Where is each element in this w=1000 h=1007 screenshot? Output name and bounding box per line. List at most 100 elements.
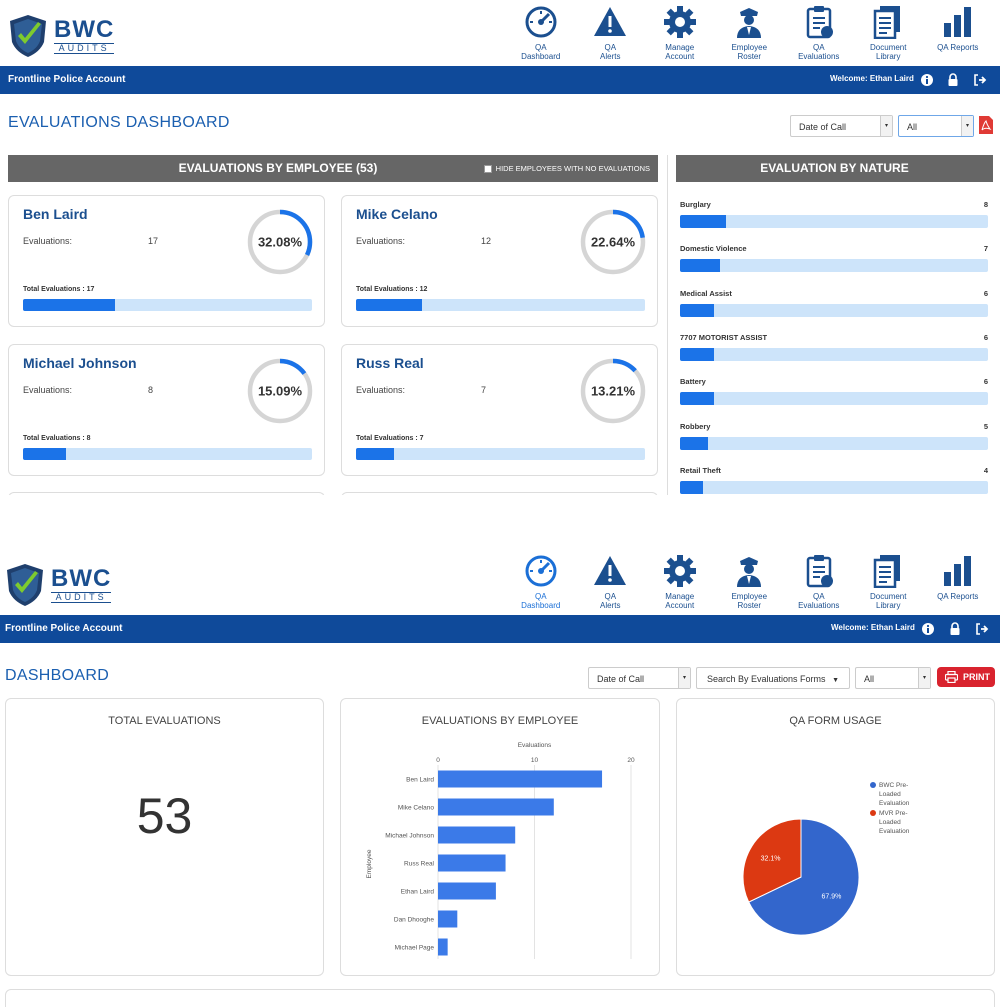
pie-slice-label: 67.9% [821, 894, 841, 901]
brand-name: BWC [51, 565, 112, 592]
nav-warning[interactable]: QA Alerts [576, 554, 646, 610]
nature-item[interactable]: 7707 MOTORIST ASSIST 6 [680, 333, 988, 361]
brand-logo[interactable]: BWC AUDITS [8, 14, 115, 58]
nav-gear[interactable]: Manage Account [645, 5, 715, 61]
employee-card-partial [341, 492, 658, 495]
employee-name[interactable]: Mike Celano [356, 206, 438, 222]
pie-slice-mvr[interactable] [742, 818, 802, 903]
bar-michael-page[interactable] [438, 938, 448, 956]
lock-icon[interactable] [948, 622, 962, 636]
ring-progress [580, 358, 646, 424]
nature-item[interactable]: Domestic Violence 7 [680, 244, 988, 273]
welcome-text: Welcome: Ethan Laird [830, 74, 914, 83]
search-forms-label: Search By Evaluations Forms [707, 674, 826, 684]
bar-dan-dhooghe[interactable] [438, 910, 458, 928]
hide-empty-employees-checkbox[interactable]: HIDE EMPLOYEES WITH NO EVALUATIONS [483, 155, 650, 182]
nav-label-line1: Manage [665, 592, 695, 601]
y-tick-label: Michael Johnson [385, 833, 434, 840]
employee-card[interactable]: Ben Laird Evaluations: 17 Total Evaluations… [8, 195, 325, 327]
info-icon[interactable] [921, 622, 935, 636]
date-of-call-select[interactable]: Date of Call ▾ [790, 115, 893, 137]
account-bar: Frontline Police Account Welcome: Ethan … [0, 66, 1000, 94]
gear-icon [663, 555, 696, 587]
nav-label-line1: QA [812, 43, 825, 52]
evaluations-progress-track [23, 299, 312, 311]
date-of-call-select[interactable]: Date of Call ▾ [588, 667, 691, 689]
legend-label: Evaluation [879, 800, 910, 807]
caret-down-icon: ▼ [832, 677, 839, 684]
brand-logo[interactable]: BWC AUDITS [5, 563, 112, 607]
pdf-export-icon[interactable] [978, 115, 994, 135]
speedometer-icon [525, 555, 557, 587]
nav-label-line2: Alerts [600, 601, 621, 610]
nav-bar-chart[interactable]: QA Reports [923, 554, 993, 610]
nav-clipboard[interactable]: QA Evaluations [784, 5, 854, 61]
nature-label: Burglary [680, 200, 711, 209]
employee-name[interactable]: Michael Johnson [23, 355, 137, 371]
bar-russ-real[interactable] [438, 854, 506, 872]
employee-card[interactable]: Mike Celano Evaluations: 12 Total Evaluatio… [341, 195, 658, 327]
bar-mike-celano[interactable] [438, 798, 554, 816]
print-label: PRINT [963, 672, 990, 682]
nature-item[interactable]: Battery 6 [680, 377, 988, 406]
lock-icon[interactable] [946, 73, 960, 87]
nav-clipboard[interactable]: QA Evaluations [784, 554, 854, 610]
all-select[interactable]: All ▾ [855, 667, 931, 689]
search-forms-dropdown[interactable]: Search By Evaluations Forms ▼ [696, 667, 850, 689]
nature-count: 6 [983, 288, 988, 298]
nav-documents[interactable]: Document Library [854, 5, 924, 61]
print-button[interactable]: PRINT [937, 667, 995, 687]
nav-speedometer[interactable]: QA Dashboard [506, 554, 576, 610]
x-tick-label: 10 [531, 757, 539, 764]
nav-label-line2: Alerts [600, 52, 621, 61]
logout-icon[interactable] [973, 73, 987, 87]
all-select[interactable]: All ▾ [898, 115, 974, 137]
nav-label-line1: Employee [731, 43, 768, 52]
nav-gear[interactable]: Manage Account [645, 554, 715, 610]
nav-label-line1: Document [870, 592, 907, 601]
bottom-card-partial [5, 989, 995, 1007]
employee-card[interactable]: Michael Johnson Evaluations: 8 Total Evalua… [8, 344, 325, 476]
nav-documents[interactable]: Document Library [854, 554, 924, 610]
nature-item[interactable]: Robbery 5 [680, 422, 988, 450]
employee-name[interactable]: Ben Laird [23, 206, 88, 222]
nav-label-line1: QA [812, 592, 825, 601]
percent-ring: 22.64% [580, 209, 646, 275]
evaluations-label: Evaluations: [23, 385, 73, 395]
total-evaluations-card: TOTAL EVALUATIONS 53 [5, 698, 324, 976]
nature-count: 6 [983, 377, 988, 387]
logout-icon[interactable] [975, 622, 989, 636]
legend-label: Loaded [879, 819, 901, 826]
nav-officer[interactable]: Employee Roster [715, 5, 785, 61]
bar-ethan-laird[interactable] [438, 882, 496, 900]
nature-progress-track [680, 215, 988, 228]
nav-officer[interactable]: Employee Roster [715, 554, 785, 610]
nav-label-line1: Document [870, 43, 907, 52]
checkbox-box[interactable] [483, 164, 492, 173]
total-evaluations-label: Total Evaluations : 8 [23, 435, 91, 442]
clipboard-icon [806, 6, 833, 39]
employee-card[interactable]: Russ Real Evaluations: 7 Total Evaluations … [341, 344, 658, 476]
info-icon[interactable] [920, 73, 934, 87]
gear-icon [663, 6, 696, 38]
percent-ring: 13.21% [580, 358, 646, 424]
nature-item[interactable]: Medical Assist 6 [680, 289, 988, 317]
nature-count: 7 [983, 244, 988, 254]
percent-text: 13.21% [591, 384, 636, 399]
speedometer-icon [525, 6, 557, 38]
evaluations-by-employee-title: EVALUATIONS BY EMPLOYEE (53) [178, 161, 378, 175]
total-evaluations-label: Total Evaluations : 12 [356, 286, 428, 293]
nature-progress-fill [680, 347, 714, 361]
evaluations-label: Evaluations: [356, 236, 406, 246]
evaluations-progress-fill [23, 299, 116, 311]
nav-bar-chart[interactable]: QA Reports [923, 5, 993, 61]
bar-ben-laird[interactable] [438, 770, 603, 788]
nature-item[interactable]: Burglary 8 [680, 200, 988, 228]
nature-item[interactable]: Retail Theft 4 [680, 466, 988, 494]
nav-warning[interactable]: QA Alerts [576, 5, 646, 61]
percent-text: 15.09% [258, 384, 303, 399]
bar-michael-johnson[interactable] [438, 826, 516, 844]
nav-speedometer[interactable]: QA Dashboard [506, 5, 576, 61]
pie-slice-bwc[interactable] [748, 818, 860, 936]
employee-name[interactable]: Russ Real [356, 355, 424, 371]
